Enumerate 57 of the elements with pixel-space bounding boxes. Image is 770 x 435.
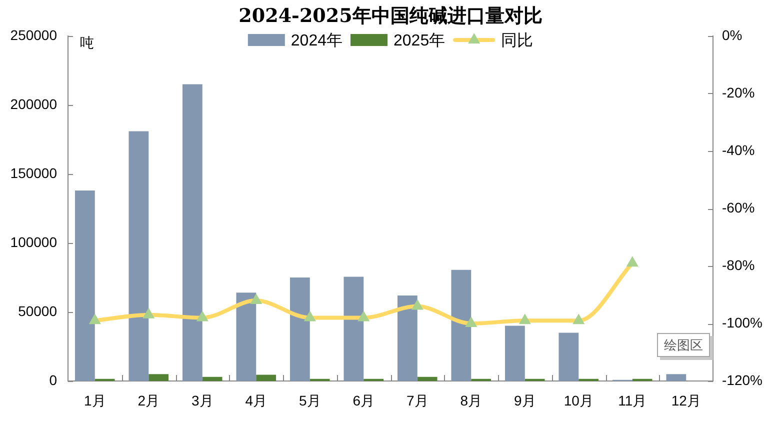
y-tick-label: 200000 [10, 96, 58, 112]
x-tick-label: 5月 [298, 392, 321, 408]
point [518, 314, 531, 324]
point [358, 310, 370, 322]
y2-tick-label: -80% [722, 256, 755, 273]
point [465, 316, 478, 327]
point [304, 310, 316, 322]
bar [74, 190, 95, 381]
point [88, 314, 101, 324]
bar [256, 374, 276, 381]
point [196, 310, 208, 322]
y-tick-label: 50000 [18, 302, 58, 319]
x-tick-label: 6月 [352, 392, 375, 408]
bar [128, 131, 149, 381]
x-tick-label: 7月 [406, 392, 428, 408]
bar [397, 295, 418, 381]
y2-tick-label: -60% [722, 199, 755, 216]
point [250, 294, 262, 304]
y-tick-label: 250000 [10, 26, 58, 43]
annotation: 绘图区 [664, 338, 703, 353]
y2-tick-label: -100% [722, 314, 762, 330]
x-tick-label: 12月 [671, 392, 701, 408]
y2-tick-label: -120% [722, 372, 762, 388]
y-tick-label: 100000 [10, 234, 58, 250]
y2-tick-label: 0% [722, 26, 742, 43]
bar [451, 270, 472, 381]
x-tick-label: 1月 [84, 392, 106, 408]
x-tick-label: 3月 [191, 392, 214, 408]
bar [344, 276, 364, 381]
bar [148, 374, 169, 381]
y-tick-label: 150000 [10, 164, 58, 181]
point [411, 299, 424, 310]
bar [236, 292, 256, 381]
legend-label: 2025年 [394, 32, 446, 50]
chart-title: 2024-2025年中国纯碱进口量对比 [238, 4, 542, 27]
legend-label: 同比 [501, 31, 534, 50]
bar [504, 326, 525, 381]
bar [417, 376, 438, 381]
x-tick-label: 10月 [564, 392, 594, 408]
legend-label: 2024年 [290, 32, 342, 50]
bar [666, 374, 686, 381]
y2-tick-label: -20% [722, 84, 755, 100]
y-axis-title: 吨 [80, 36, 94, 52]
bar [558, 332, 579, 381]
y2-tick-label: -40% [722, 142, 755, 158]
bar [182, 84, 202, 381]
x-tick-label: 4月 [245, 392, 268, 408]
point [572, 314, 585, 324]
x-tick-label: 9月 [514, 392, 536, 408]
x-tick-label: 2月 [138, 392, 160, 408]
point [142, 308, 155, 318]
bar [290, 278, 310, 381]
x-tick-label: 11月 [618, 392, 647, 408]
point [626, 256, 638, 267]
y-tick-label: 0 [49, 372, 58, 388]
x-tick-label: 8月 [460, 392, 482, 408]
bar [202, 376, 222, 381]
